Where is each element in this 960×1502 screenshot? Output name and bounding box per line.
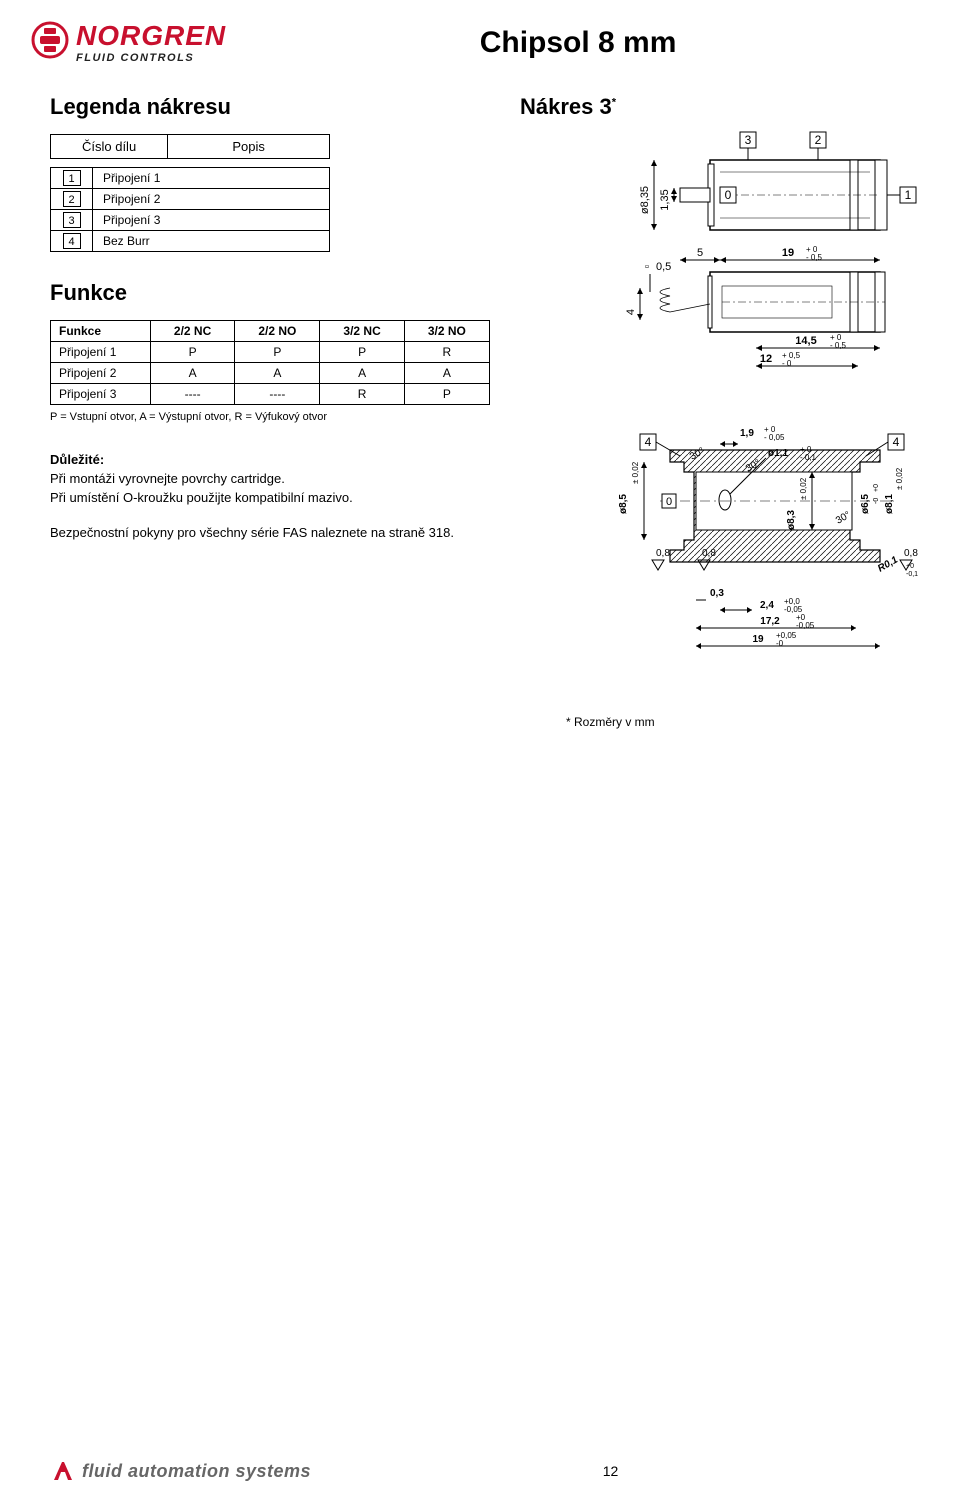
brand-name: NORGREN	[76, 20, 226, 52]
brand-sub: FLUID CONTROLS	[76, 52, 226, 64]
footer-icon	[50, 1458, 76, 1484]
legend-header-table: Číslo dílu Popis	[50, 134, 330, 159]
svg-text:+0: +0	[873, 484, 880, 492]
svg-text:1,35: 1,35	[659, 189, 671, 210]
func-note: P = Vstupní otvor, A = Výstupní otvor, R…	[50, 411, 490, 423]
brand-logo: NORGREN FLUID CONTROLS	[30, 20, 226, 64]
svg-text:ø8,3: ø8,3	[786, 510, 797, 530]
page-title: Chipsol 8 mm	[266, 26, 890, 60]
legend-rows-table: 1Připojení 1 2Připojení 2 3Připojení 3 4…	[50, 167, 330, 252]
technical-drawing: 3 2 0 1 ø8,35 1,35	[520, 130, 920, 695]
svg-text:0: 0	[725, 188, 732, 202]
svg-text:19: 19	[752, 634, 764, 645]
valve-icon	[30, 20, 70, 60]
footer: fluid automation systems 12	[0, 1458, 960, 1484]
svg-text:ø6,5: ø6,5	[860, 494, 871, 514]
svg-text:19: 19	[782, 247, 794, 259]
footer-text: fluid automation systems	[82, 1461, 311, 1482]
svg-text:± 0,02: ± 0,02	[631, 461, 640, 484]
legend-col-1: Popis	[168, 135, 330, 159]
svg-text:2,4: 2,4	[760, 600, 774, 611]
svg-text:1,9: 1,9	[740, 428, 754, 439]
legend-col-0: Číslo dílu	[51, 135, 168, 159]
important-block: Důležité: Při montáži vyrovnejte povrchy…	[50, 451, 490, 542]
svg-text:2: 2	[815, 133, 822, 147]
svg-text:- 0,5: - 0,5	[806, 253, 823, 262]
svg-text:0,8: 0,8	[904, 548, 918, 559]
svg-text:- 0: - 0	[782, 359, 792, 368]
important-line: Při montáži vyrovnejte povrchy cartridge…	[50, 470, 490, 489]
func-heading: Funkce	[50, 280, 490, 306]
svg-text:0,8: 0,8	[656, 548, 670, 559]
svg-text:ø8,5: ø8,5	[618, 494, 629, 514]
table-row: Připojení 2AAAA	[51, 363, 490, 384]
svg-text:4: 4	[645, 435, 652, 449]
table-row: Připojení 1PPPR	[51, 342, 490, 363]
drawing-footnote: * Rozměry v mm	[520, 715, 920, 729]
svg-text:0,5: 0,5	[656, 261, 671, 273]
svg-text:+0: +0	[906, 563, 914, 570]
svg-text:ø8,1: ø8,1	[884, 494, 895, 514]
svg-text:17,2: 17,2	[760, 616, 780, 627]
svg-text:4: 4	[893, 435, 900, 449]
svg-text:± 0,02: ± 0,02	[895, 467, 904, 490]
svg-text:▫: ▫	[645, 261, 649, 273]
important-line: Bezpečnostní pokyny pro všechny série FA…	[50, 524, 490, 543]
svg-text:-0: -0	[776, 639, 784, 648]
legend-heading: Legenda nákresu	[50, 94, 490, 120]
svg-text:ø1,1: ø1,1	[768, 448, 788, 459]
table-row: 2Připojení 2	[51, 189, 330, 210]
svg-text:5: 5	[697, 247, 703, 259]
svg-text:- 0,05: - 0,05	[764, 433, 785, 442]
table-row: Připojení 3--------RP	[51, 384, 490, 405]
svg-text:0: 0	[666, 496, 672, 508]
svg-text:14,5: 14,5	[795, 335, 816, 347]
svg-text:-0,1: -0,1	[906, 571, 918, 578]
page-number: 12	[311, 1463, 910, 1479]
header: NORGREN FLUID CONTROLS Chipsol 8 mm	[0, 0, 960, 74]
svg-text:0,3: 0,3	[710, 588, 724, 599]
svg-text:- 0,5: - 0,5	[830, 341, 847, 350]
svg-text:4: 4	[625, 309, 637, 315]
svg-text:1: 1	[905, 188, 912, 202]
table-row: 3Připojení 3	[51, 210, 330, 231]
svg-text:3: 3	[745, 133, 752, 147]
svg-text:12: 12	[760, 353, 772, 365]
svg-text:-0: -0	[873, 498, 880, 504]
svg-text:± 0,02: ± 0,02	[799, 477, 808, 500]
svg-text:- 0,1: - 0,1	[800, 453, 817, 462]
drawing-title: Nákres 3*	[520, 94, 920, 120]
important-label: Důležité:	[50, 451, 490, 470]
svg-text:-0,05: -0,05	[796, 621, 815, 630]
svg-text:ø8,35: ø8,35	[639, 186, 651, 214]
important-line: Při umístění O-kroužku použijte kompatib…	[50, 489, 490, 508]
table-row: 4Bez Burr	[51, 231, 330, 252]
func-table: Funkce 2/2 NC 2/2 NO 3/2 NC 3/2 NO Připo…	[50, 320, 490, 405]
svg-text:0,8: 0,8	[702, 548, 716, 559]
table-row: 1Připojení 1	[51, 168, 330, 189]
